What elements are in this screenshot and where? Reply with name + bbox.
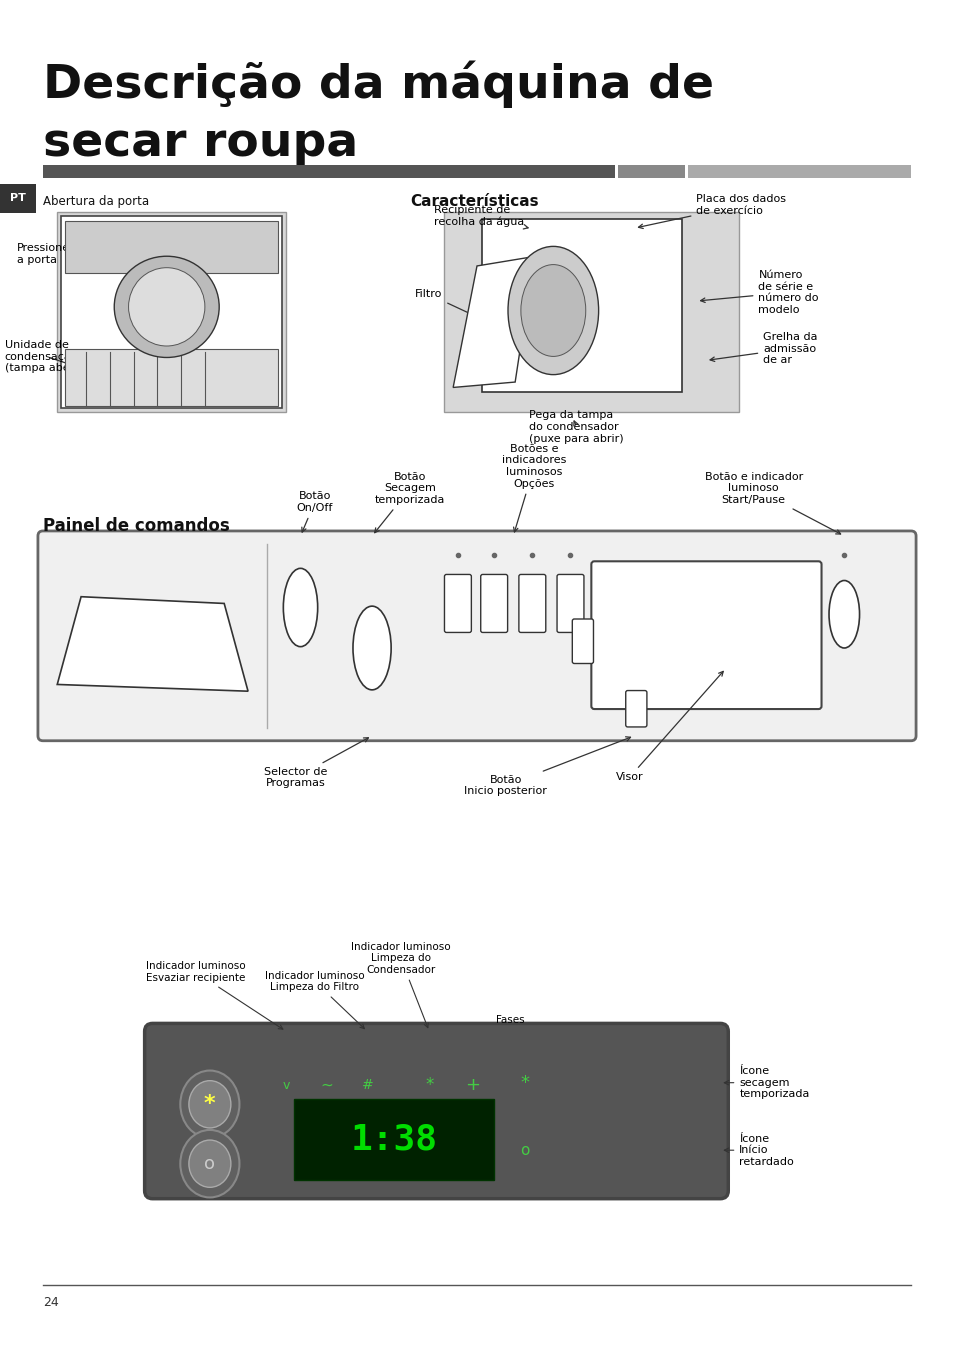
Text: Unidade de
condensação
(tampa aberta): Unidade de condensação (tampa aberta) xyxy=(5,340,90,374)
Bar xyxy=(687,165,910,178)
Text: Recipiente de
recolha da água: Recipiente de recolha da água xyxy=(434,205,528,230)
FancyBboxPatch shape xyxy=(518,575,545,632)
Text: Indicador luminoso
Esvaziar recipiente: Indicador luminoso Esvaziar recipiente xyxy=(146,961,282,1029)
Bar xyxy=(57,212,286,412)
Ellipse shape xyxy=(189,1139,231,1188)
Text: #: # xyxy=(361,1079,373,1092)
Text: Botão
Inicio posterior: Botão Inicio posterior xyxy=(464,737,630,796)
Ellipse shape xyxy=(520,265,585,356)
Text: Ícone
secagem
temporizada: Ícone secagem temporizada xyxy=(723,1066,809,1099)
FancyBboxPatch shape xyxy=(625,691,646,726)
Text: Selector de
Programas: Selector de Programas xyxy=(264,737,368,788)
Bar xyxy=(618,165,684,178)
Text: Visor: Visor xyxy=(616,671,722,782)
FancyBboxPatch shape xyxy=(591,562,821,709)
FancyBboxPatch shape xyxy=(444,575,471,632)
Bar xyxy=(65,221,278,273)
Ellipse shape xyxy=(180,1071,239,1138)
Text: Botões e
indicadores
luminosos
Opções: Botões e indicadores luminosos Opções xyxy=(501,444,566,532)
Polygon shape xyxy=(57,597,248,691)
Text: Fases: Fases xyxy=(496,1015,524,1025)
Text: Indicador luminoso
Limpeza do Filtro: Indicador luminoso Limpeza do Filtro xyxy=(265,971,364,1029)
FancyBboxPatch shape xyxy=(145,1023,727,1199)
Bar xyxy=(61,216,282,408)
Text: Placa dos dados
de exercício: Placa dos dados de exercício xyxy=(638,194,785,228)
Text: Abertura da porta: Abertura da porta xyxy=(43,194,149,208)
Text: v: v xyxy=(282,1079,290,1092)
Text: Botão
On/Off: Botão On/Off xyxy=(296,491,333,532)
Text: ~: ~ xyxy=(319,1077,333,1094)
Bar xyxy=(443,212,739,412)
Text: Número
de série e
número do
modelo: Número de série e número do modelo xyxy=(700,270,818,315)
Ellipse shape xyxy=(129,267,205,346)
Bar xyxy=(481,219,681,392)
Ellipse shape xyxy=(189,1080,231,1129)
Text: *: * xyxy=(425,1076,433,1095)
Text: *: * xyxy=(519,1073,529,1092)
Ellipse shape xyxy=(283,568,317,647)
Text: *: * xyxy=(204,1095,215,1114)
FancyBboxPatch shape xyxy=(557,575,583,632)
Text: Descrição da máquina de: Descrição da máquina de xyxy=(43,61,713,108)
Ellipse shape xyxy=(353,606,391,690)
FancyBboxPatch shape xyxy=(38,531,915,741)
Text: Características: Características xyxy=(410,193,538,209)
Text: PT: PT xyxy=(10,193,26,204)
Text: Grelha da
admissão
de ar: Grelha da admissão de ar xyxy=(709,332,817,366)
Bar xyxy=(294,1099,494,1180)
Text: +: + xyxy=(464,1076,479,1095)
Polygon shape xyxy=(453,256,534,387)
Bar xyxy=(0,184,36,213)
FancyBboxPatch shape xyxy=(572,620,593,663)
Ellipse shape xyxy=(828,580,859,648)
Text: 24: 24 xyxy=(43,1296,59,1310)
Text: Filtro: Filtro xyxy=(415,289,479,319)
Ellipse shape xyxy=(180,1130,239,1197)
Ellipse shape xyxy=(507,246,598,375)
Text: 1:38: 1:38 xyxy=(350,1122,437,1157)
Text: Indicador luminoso
Limpeza do
Condensador: Indicador luminoso Limpeza do Condensado… xyxy=(351,941,450,1027)
Text: Botão e indicador
luminoso
Start/Pause: Botão e indicador luminoso Start/Pause xyxy=(704,471,840,535)
Bar xyxy=(43,165,615,178)
FancyBboxPatch shape xyxy=(480,575,507,632)
Text: o: o xyxy=(204,1154,215,1173)
Text: Ícone
Início
retardado: Ícone Início retardado xyxy=(723,1134,793,1166)
Bar xyxy=(65,350,278,406)
Text: Pega da tampa
do condensador
(puxe para abrir): Pega da tampa do condensador (puxe para … xyxy=(529,410,623,444)
Text: Pressione
a porta: Pressione a porta xyxy=(17,236,101,265)
Text: secar roupa: secar roupa xyxy=(43,122,357,166)
Text: o: o xyxy=(519,1142,529,1158)
Text: Painel de comandos: Painel de comandos xyxy=(43,517,230,535)
Ellipse shape xyxy=(114,256,219,358)
Text: Botão
Secagem
temporizada: Botão Secagem temporizada xyxy=(375,471,445,533)
